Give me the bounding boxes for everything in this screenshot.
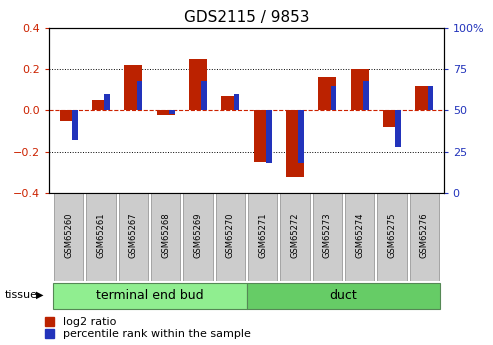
Bar bbox=[383, 110, 401, 127]
Bar bbox=[72, 110, 78, 140]
Bar bbox=[286, 110, 304, 177]
Text: GSM65276: GSM65276 bbox=[420, 213, 429, 258]
Text: GSM65269: GSM65269 bbox=[194, 213, 203, 258]
Text: GSM65272: GSM65272 bbox=[290, 213, 299, 258]
Bar bbox=[363, 81, 369, 110]
Bar bbox=[201, 81, 207, 110]
Text: ▶: ▶ bbox=[35, 290, 43, 300]
Text: tissue: tissue bbox=[5, 290, 38, 300]
Bar bbox=[254, 110, 272, 162]
Bar bbox=[189, 59, 207, 110]
Bar bbox=[410, 193, 439, 281]
Bar bbox=[60, 110, 77, 121]
Bar bbox=[54, 193, 83, 281]
Legend: log2 ratio, percentile rank within the sample: log2 ratio, percentile rank within the s… bbox=[45, 317, 250, 339]
Bar bbox=[216, 193, 245, 281]
Bar bbox=[169, 110, 175, 114]
Bar bbox=[298, 110, 304, 164]
Bar bbox=[266, 110, 272, 164]
Text: GSM65268: GSM65268 bbox=[161, 213, 170, 258]
Bar bbox=[105, 94, 110, 110]
Bar bbox=[53, 283, 246, 309]
Bar bbox=[313, 193, 342, 281]
Bar bbox=[281, 193, 310, 281]
Bar bbox=[345, 193, 374, 281]
Bar bbox=[351, 69, 369, 110]
Bar bbox=[378, 193, 407, 281]
Bar bbox=[395, 110, 401, 147]
Bar bbox=[92, 100, 110, 110]
Bar bbox=[331, 86, 336, 110]
Text: GSM65271: GSM65271 bbox=[258, 213, 267, 258]
Text: GSM65274: GSM65274 bbox=[355, 213, 364, 258]
Title: GDS2115 / 9853: GDS2115 / 9853 bbox=[184, 10, 309, 25]
Bar bbox=[157, 110, 175, 115]
Bar bbox=[248, 193, 277, 281]
Bar bbox=[124, 65, 142, 110]
Bar bbox=[86, 193, 115, 281]
Bar bbox=[151, 193, 180, 281]
Text: GSM65275: GSM65275 bbox=[387, 213, 396, 258]
Text: terminal end bud: terminal end bud bbox=[96, 289, 203, 302]
Text: GSM65270: GSM65270 bbox=[226, 213, 235, 258]
Bar bbox=[119, 193, 148, 281]
Text: GSM65261: GSM65261 bbox=[97, 213, 106, 258]
Bar bbox=[183, 193, 212, 281]
Bar bbox=[234, 94, 240, 110]
Text: GSM65273: GSM65273 bbox=[323, 213, 332, 258]
Bar bbox=[318, 77, 336, 110]
Bar bbox=[246, 283, 440, 309]
Text: duct: duct bbox=[330, 289, 357, 302]
Text: GSM65267: GSM65267 bbox=[129, 213, 138, 258]
Bar bbox=[427, 86, 433, 110]
Bar bbox=[137, 81, 142, 110]
Bar bbox=[221, 96, 239, 110]
Text: GSM65260: GSM65260 bbox=[64, 213, 73, 258]
Bar bbox=[416, 86, 433, 110]
